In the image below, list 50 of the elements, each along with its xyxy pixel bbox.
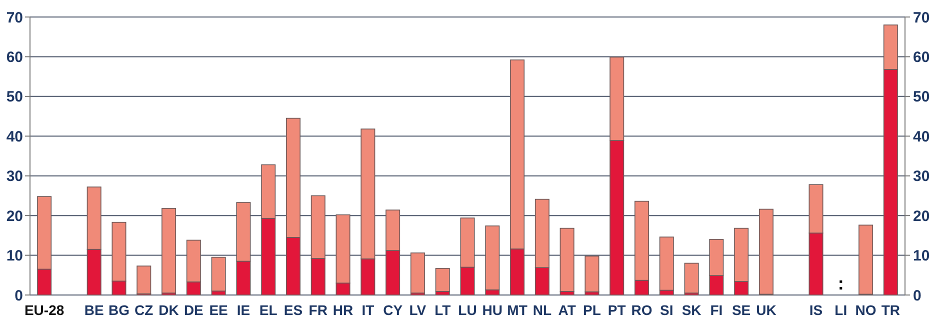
x-tick-label: LU (458, 302, 477, 318)
x-tick-label: EE (209, 302, 228, 318)
y-tick-label: 10 (6, 248, 23, 265)
x-tick-label: HU (482, 302, 503, 318)
x-tick-label: SE (732, 302, 751, 318)
y2-tick-label: 0 (913, 287, 922, 304)
y2-tick-label: 50 (913, 88, 930, 106)
x-tick-label: BE (84, 302, 104, 318)
y-tick-label: 70 (6, 9, 23, 26)
x-tick-label: SK (682, 302, 702, 318)
x-tick-label: CZ (134, 302, 154, 318)
y-tick-label: 0 (14, 287, 23, 304)
y2-tick-label: 30 (913, 168, 930, 186)
y2-tick-label: 20 (913, 208, 930, 225)
x-tick-label: UK (756, 302, 776, 318)
annotation: : (838, 273, 844, 294)
x-tick-label: IE (236, 302, 250, 318)
x-tick-label: EU-28 (24, 302, 64, 318)
x-tick-label: PT (608, 302, 626, 318)
y-tick-label: 40 (6, 128, 23, 146)
y-tick-label: 50 (6, 88, 23, 106)
y2-tick-label: 70 (913, 9, 930, 26)
x-tick-label: RO (631, 302, 652, 318)
x-tick-label: DE (184, 302, 204, 318)
x-tick-label: EL (259, 302, 278, 318)
x-tick-label: LT (434, 302, 452, 318)
x-tick-label: SI (660, 302, 674, 318)
x-tick-label: BG (108, 302, 130, 318)
y-tick-label: 60 (6, 48, 23, 66)
x-tick-label: IT (362, 302, 375, 318)
x-tick-label: LV (409, 302, 427, 318)
x-tick-label: DK (158, 302, 179, 318)
x-tick-label: NL (532, 302, 552, 318)
x-tick-label: HR (332, 302, 354, 318)
x-tick-label: CY (383, 302, 404, 318)
y2-tick-label: 40 (913, 128, 930, 146)
y2-tick-label: 60 (913, 48, 930, 66)
x-tick-label: TR (881, 302, 900, 318)
x-tick-label: ES (284, 302, 303, 318)
x-tick-label: IS (809, 302, 823, 318)
x-tick-label: AT (558, 302, 576, 318)
x-tick-label: PL (583, 302, 602, 318)
x-tick-label: FI (710, 302, 723, 318)
y-tick-label: 30 (6, 168, 23, 186)
x-tick-label: LI (834, 302, 848, 318)
y2-tick-label: 10 (913, 248, 930, 265)
y-tick-label: 20 (6, 208, 23, 225)
x-tick-label: FR (308, 302, 328, 318)
x-tick-label: MT (507, 302, 528, 318)
x-tick-label: NO (855, 302, 876, 318)
